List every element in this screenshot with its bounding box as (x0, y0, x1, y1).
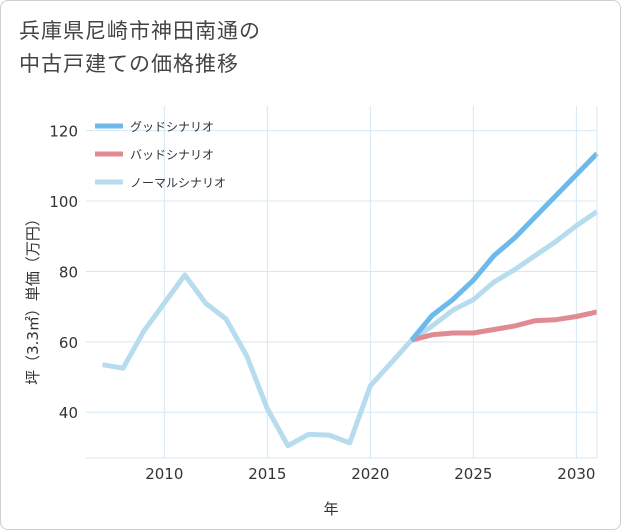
chart-title-line1: 兵庫県尼崎市神田南通の (19, 19, 261, 43)
y-tick-100: 100 (49, 193, 78, 211)
y-axis-label: 坪（3.3㎡）単価（万円） (24, 211, 42, 385)
x-tick-2025: 2025 (454, 465, 492, 483)
x-tick-2010: 2010 (145, 465, 183, 483)
y-tick-60: 60 (59, 334, 78, 352)
legend-label-0: グッドシナリオ (130, 120, 214, 134)
axes: 2010 2015 2020 2025 2030 40 60 80 100 120 (49, 106, 598, 483)
series-line-2 (102, 209, 599, 449)
y-tick-120: 120 (49, 123, 78, 141)
x-tick-2015: 2015 (248, 465, 286, 483)
x-tick-2020: 2020 (351, 465, 389, 483)
x-axis-label: 年 (323, 500, 338, 518)
plot-area (86, 106, 597, 458)
series-line-1 (410, 309, 598, 343)
chart-title-line2: 中古戸建ての価格推移 (19, 52, 239, 76)
legend-label-2: ノーマルシナリオ (130, 176, 226, 190)
y-tick-80: 80 (59, 263, 78, 281)
series-lines (102, 151, 599, 449)
x-tick-2030: 2030 (557, 465, 595, 483)
legend-label-1: バッドシナリオ (130, 148, 214, 162)
grid (86, 106, 597, 458)
chart-title: 兵庫県尼崎市神田南通の 中古戸建ての価格推移 (19, 15, 579, 81)
series-line-0 (409, 151, 599, 342)
y-tick-40: 40 (59, 404, 78, 422)
